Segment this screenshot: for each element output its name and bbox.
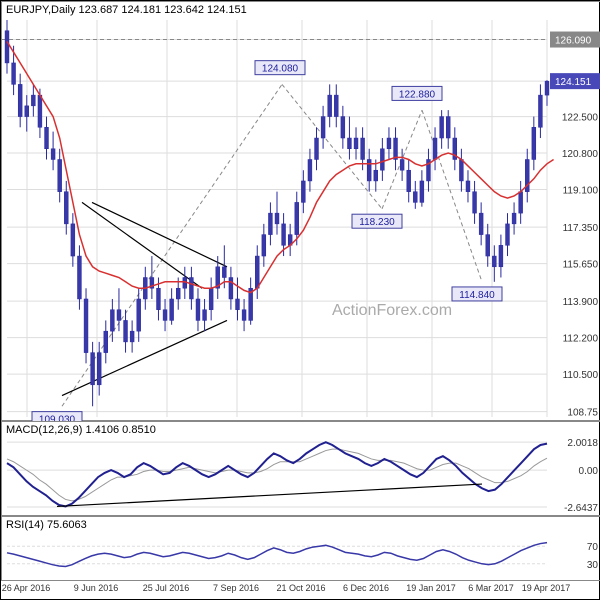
svg-text:0.00: 0.00 <box>579 466 599 477</box>
svg-text:2.0018: 2.0018 <box>567 438 598 449</box>
x-tick: 7 Sep 2016 <box>213 583 259 593</box>
macd-title: MACD(12,26,9) 1.4106 0.8510 <box>6 424 156 436</box>
rsi-panel: RSI(14) 75.6063 30 70 <box>1 516 600 581</box>
x-tick: 6 Dec 2016 <box>343 583 389 593</box>
svg-text:122.500: 122.500 <box>562 113 599 124</box>
svg-text:70: 70 <box>587 542 599 553</box>
x-tick: 26 Apr 2016 <box>2 583 51 593</box>
rsi-title: RSI(14) 75.6063 <box>6 519 87 531</box>
svg-text:124.080: 124.080 <box>262 64 299 75</box>
svg-text:119.100: 119.100 <box>563 186 599 197</box>
svg-text:118.230: 118.230 <box>359 217 395 228</box>
x-tick: 21 Oct 2016 <box>276 583 325 593</box>
x-tick: 25 Jul 2016 <box>143 583 190 593</box>
macd-panel: MACD(12,26,9) 1.4106 0.8510 -2.6437 0.00 2… <box>1 421 600 516</box>
svg-text:120.800: 120.800 <box>562 149 599 160</box>
svg-text:115.650: 115.650 <box>563 260 599 271</box>
x-tick: 6 Mar 2017 <box>468 583 514 593</box>
svg-text:122.880: 122.880 <box>399 89 436 100</box>
rsi-svg: 30 70 <box>2 517 600 582</box>
price-panel: EURJPY,Daily 123.687 124.181 123.642 124… <box>1 1 600 421</box>
svg-text:112.200: 112.200 <box>563 334 599 345</box>
svg-text:30: 30 <box>587 560 599 571</box>
price-chart-svg: 108.75 110.500 112.200 113.900 115.650 117.35… <box>2 2 600 422</box>
svg-text:110.500: 110.500 <box>563 370 599 381</box>
svg-text:117.350: 117.350 <box>563 223 599 234</box>
svg-text:114.840: 114.840 <box>459 290 495 301</box>
svg-text:108.75: 108.75 <box>567 408 598 419</box>
x-tick: 19 Jan 2017 <box>406 583 456 593</box>
svg-text:124.151: 124.151 <box>555 77 592 88</box>
x-tick: 19 Apr 2017 <box>522 583 571 593</box>
macd-svg: -2.6437 0.00 2.0018 <box>2 422 600 517</box>
date-axis: 26 Apr 2016 9 Jun 2016 25 Jul 2016 7 Sep 20… <box>1 581 600 601</box>
svg-text:113.900: 113.900 <box>563 297 599 308</box>
symbol-title: EURJPY,Daily 123.687 124.181 123.642 124… <box>6 4 247 16</box>
svg-text:-2.6437: -2.6437 <box>564 503 598 514</box>
x-tick: 9 Jun 2016 <box>74 583 119 593</box>
forex-chart-container: EURJPY,Daily 123.687 124.181 123.642 124… <box>0 0 600 600</box>
svg-text:126.090: 126.090 <box>555 36 592 47</box>
